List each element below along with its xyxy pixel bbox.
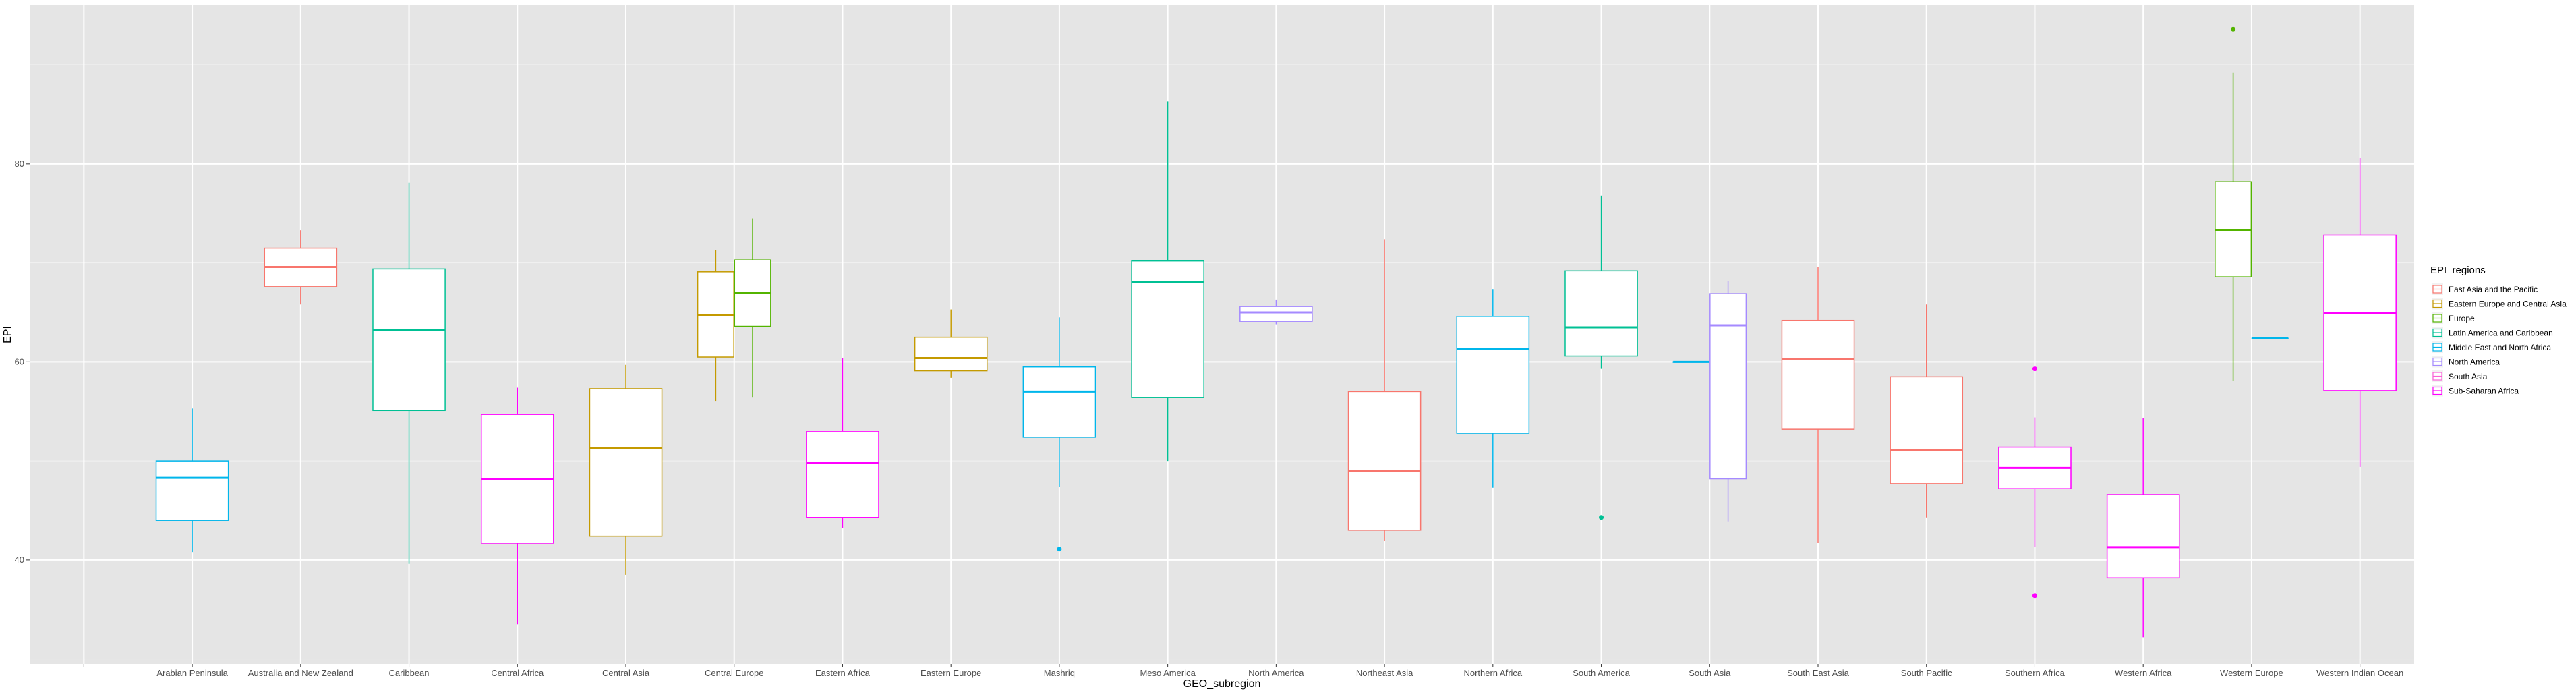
boxplots [155,26,2397,638]
boxplot [1564,195,1638,520]
legend-label: Middle East and North Africa [2449,343,2551,352]
x-tick-label: Arabian Peninsula [156,668,228,678]
y-axis: 40 60 80 [15,159,30,565]
box-iqr [806,431,879,518]
boxplot [806,358,879,528]
outlier-point [2032,366,2037,372]
outlier-point [1599,515,1604,520]
legend-label: Sub-Saharan Africa [2449,387,2519,396]
box-iqr [1456,316,1530,434]
box-iqr [1890,376,1964,484]
box-iqr [589,388,663,537]
x-tick-label: Central Asia [602,668,650,678]
x-tick-label: Western Europe [2220,668,2283,678]
y-tick-label: 60 [15,356,24,366]
x-tick-label: South Pacific [1901,668,1952,678]
legend-label: Latin America and Caribbean [2449,329,2553,338]
box-iqr [155,460,229,521]
x-tick-label: Mashriq [1044,668,1075,678]
box-iqr [1239,306,1313,322]
x-tick-label: Northeast Asia [1356,668,1413,678]
x-tick-label: South East Asia [1787,668,1850,678]
outlier-point [2032,593,2037,599]
boxplot [155,408,229,553]
legend: EPI_regions East Asia and the Pacific Eas… [2430,265,2567,397]
box-iqr [2106,494,2180,579]
legend-label: North America [2449,358,2500,367]
box-iqr [1022,366,1096,438]
x-axis: Arabian Peninsula Australia and New Zeala… [83,664,2403,678]
x-tick-label: South America [1573,668,1630,678]
box-iqr [372,268,446,412]
boxplot [1781,267,1855,543]
legend-label: South Asia [2449,372,2488,381]
boxplot [2215,26,2252,381]
box-iqr [1131,260,1204,398]
x-tick-label: Eastern Africa [815,668,871,678]
x-tick-label: North America [1248,668,1304,678]
y-tick-label: 40 [15,555,24,565]
boxplot [2323,158,2397,467]
outlier-point [1057,547,1062,552]
boxplot [589,364,663,575]
x-tick-label: Australia and New Zealand [248,668,353,678]
boxplot [1998,366,2072,599]
outlier-point [2231,26,2236,32]
x-axis-title: GEO_subregion [1183,678,1261,690]
legend-title: EPI_regions [2430,265,2486,276]
legend-label: East Asia and the Pacific [2449,285,2538,294]
boxplot [2106,418,2180,638]
boxplot [1239,299,1313,325]
boxplot [1456,289,1530,488]
x-tick-label: Southern Africa [2005,668,2066,678]
boxplot [264,230,338,305]
legend-label: Europe [2449,314,2475,323]
boxplot [1347,239,1422,542]
x-tick-label: Meso America [1140,668,1196,678]
boxplot [372,182,446,564]
x-tick-label: Central Europe [705,668,763,678]
box-iqr [1347,391,1422,531]
x-tick-label: Caribbean [389,668,430,678]
x-tick-label: Central Africa [491,668,544,678]
box-iqr [1709,293,1747,480]
boxplot [697,250,734,402]
boxplot [1022,317,1096,552]
boxplot [1890,304,1964,518]
x-tick-label: Northern Africa [1463,668,1522,678]
y-axis-title: EPI [2,326,13,343]
box-iqr [914,336,988,372]
x-tick-label: Western Indian Ocean [2316,668,2403,678]
boxplot [1131,101,1204,462]
y-tick-label: 80 [15,159,24,169]
x-tick-label: South Asia [1689,668,1731,678]
boxplot [1709,281,1747,522]
boxplot [914,309,988,378]
box-iqr [1781,319,1855,430]
boxplot [734,218,771,398]
legend-label: Eastern Europe and Central Asia [2449,300,2567,309]
x-tick-label: Eastern Europe [920,668,981,678]
boxplot [480,387,554,625]
x-tick-label: Western Africa [2115,668,2172,678]
box-iqr [1564,270,1638,357]
boxplot [2251,337,2289,339]
